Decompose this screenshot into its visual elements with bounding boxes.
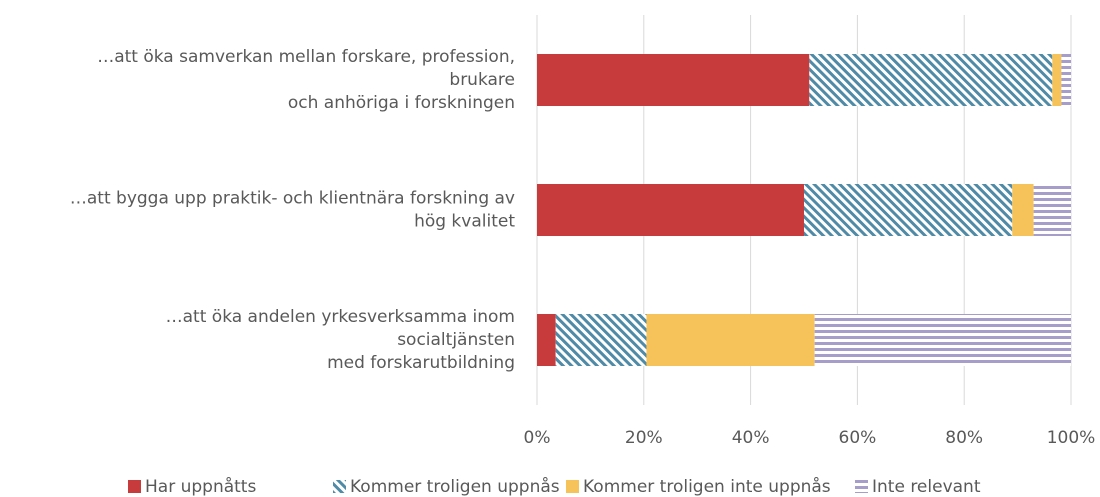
legend-label: Kommer troligen inte uppnås [583,476,831,497]
legend-label: Har uppnåtts [145,476,256,497]
bar-segment [1052,54,1062,106]
legend-swatch [566,480,579,493]
category-label: …att öka andelen yrkesverksamma inom [166,307,515,327]
category-label: …att bygga upp praktik- och klientnära f… [70,189,515,209]
bar-segment [646,314,815,366]
x-tick-label: 0% [524,428,551,448]
x-tick-label: 20% [625,428,663,448]
bar-segment [537,54,810,106]
bar-segment [555,314,647,366]
legend-label: Kommer troligen uppnås [350,476,560,497]
category-label: socialtjänsten [397,330,515,350]
bar-segment [809,54,1053,106]
category-label: och anhöriga i forskningen [288,93,515,113]
legend-swatch [333,480,346,493]
x-tick-label: 80% [945,428,983,448]
bar-segment [1033,184,1071,236]
category-label: brukare [449,70,515,90]
legend-swatch [855,480,868,493]
legend-label: Inte relevant [872,477,981,497]
bar-segment [537,314,556,366]
category-label: med forskarutbildning [327,353,515,373]
x-tick-label: 40% [732,428,770,448]
x-tick-label: 60% [839,428,877,448]
bar-segment [1061,54,1071,106]
bar-segment [537,184,804,236]
bar-segment [1012,184,1034,236]
category-label: hög kvalitet [414,212,515,232]
legend-swatch [128,480,141,493]
x-tick-label: 100% [1047,428,1096,448]
category-label: …att öka samverkan mellan forskare, prof… [97,47,515,67]
bar-segment [804,184,1013,236]
bar-segment [814,314,1071,366]
